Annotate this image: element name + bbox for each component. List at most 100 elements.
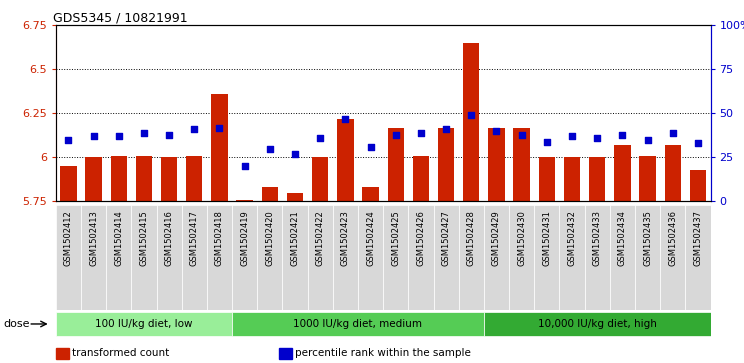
Text: GSM1502437: GSM1502437 — [693, 211, 702, 266]
Bar — [60, 166, 77, 201]
Point — [138, 130, 150, 136]
Bar — [610, 205, 635, 310]
Point — [264, 146, 276, 152]
Text: 100 IU/kg diet, low: 100 IU/kg diet, low — [95, 319, 193, 329]
Text: GSM1502422: GSM1502422 — [315, 211, 324, 266]
Text: GSM1502430: GSM1502430 — [517, 211, 526, 266]
Bar — [434, 205, 459, 310]
Bar — [585, 205, 610, 310]
Bar — [237, 200, 253, 201]
Bar — [459, 205, 484, 310]
Point — [692, 140, 704, 146]
Text: GSM1502418: GSM1502418 — [215, 211, 224, 266]
Point — [641, 137, 653, 143]
Text: GSM1502433: GSM1502433 — [593, 211, 602, 266]
Bar — [539, 158, 555, 201]
Text: GSM1502412: GSM1502412 — [64, 211, 73, 266]
Point — [390, 132, 402, 138]
Point — [289, 151, 301, 157]
Bar — [664, 145, 681, 201]
Bar — [615, 145, 631, 201]
Bar — [161, 158, 177, 201]
Text: GSM1502415: GSM1502415 — [139, 211, 149, 266]
Bar — [513, 127, 530, 201]
Bar — [81, 205, 106, 310]
Bar — [312, 158, 328, 201]
Bar — [690, 170, 706, 201]
Text: dose: dose — [4, 319, 31, 329]
Point — [62, 137, 74, 143]
Bar — [232, 205, 257, 310]
Bar — [207, 205, 232, 310]
Bar — [488, 127, 504, 201]
Bar — [484, 312, 711, 336]
Bar — [660, 205, 685, 310]
Point — [591, 135, 603, 141]
Text: GSM1502423: GSM1502423 — [341, 211, 350, 266]
Point — [516, 132, 527, 138]
Bar — [362, 187, 379, 201]
Bar — [156, 205, 182, 310]
Point — [88, 134, 100, 139]
Bar — [685, 205, 711, 310]
Text: transformed count: transformed count — [72, 348, 170, 358]
Point — [163, 132, 175, 138]
Bar — [333, 205, 358, 310]
Point — [339, 116, 351, 122]
Point — [465, 112, 477, 118]
Bar — [509, 205, 534, 310]
Text: GSM1502421: GSM1502421 — [290, 211, 300, 266]
Bar — [484, 205, 509, 310]
Text: GSM1502416: GSM1502416 — [164, 211, 173, 266]
Text: percentile rank within the sample: percentile rank within the sample — [295, 348, 471, 358]
Text: GSM1502431: GSM1502431 — [542, 211, 551, 266]
Bar — [438, 127, 455, 201]
Bar — [211, 94, 228, 201]
Text: GSM1502427: GSM1502427 — [442, 211, 451, 266]
Bar — [337, 119, 353, 201]
Bar — [307, 205, 333, 310]
Point — [113, 134, 125, 139]
Bar — [106, 205, 132, 310]
Text: GSM1502426: GSM1502426 — [417, 211, 426, 266]
Text: GSM1502435: GSM1502435 — [643, 211, 652, 266]
Bar — [564, 158, 580, 201]
Bar — [559, 205, 585, 310]
Text: GSM1502425: GSM1502425 — [391, 211, 400, 266]
Point — [566, 134, 578, 139]
Point — [365, 144, 376, 150]
Bar — [135, 156, 152, 201]
Bar — [589, 158, 606, 201]
Bar — [388, 127, 404, 201]
Bar — [257, 205, 283, 310]
Bar — [287, 193, 304, 201]
Text: GSM1502428: GSM1502428 — [466, 211, 476, 266]
Bar — [186, 156, 202, 201]
Bar — [262, 187, 278, 201]
Bar — [232, 312, 484, 336]
Text: GSM1502436: GSM1502436 — [668, 211, 677, 266]
Point — [188, 126, 200, 132]
Text: GSM1502434: GSM1502434 — [618, 211, 627, 266]
Point — [440, 126, 452, 132]
Bar — [383, 205, 408, 310]
Point — [490, 128, 502, 134]
Bar — [111, 156, 127, 201]
Text: GSM1502429: GSM1502429 — [492, 211, 501, 266]
Text: GSM1502414: GSM1502414 — [115, 211, 124, 266]
Bar — [283, 205, 307, 310]
Text: GDS5345 / 10821991: GDS5345 / 10821991 — [53, 11, 187, 24]
Point — [314, 135, 326, 141]
Text: 1000 IU/kg diet, medium: 1000 IU/kg diet, medium — [293, 319, 423, 329]
Point — [239, 163, 251, 169]
Point — [214, 125, 225, 130]
Bar — [182, 205, 207, 310]
Bar — [132, 205, 156, 310]
Bar — [408, 205, 434, 310]
Bar — [86, 158, 102, 201]
Point — [617, 132, 629, 138]
Text: GSM1502432: GSM1502432 — [568, 211, 577, 266]
Text: GSM1502420: GSM1502420 — [266, 211, 275, 266]
Text: GSM1502424: GSM1502424 — [366, 211, 375, 266]
Bar — [635, 205, 660, 310]
